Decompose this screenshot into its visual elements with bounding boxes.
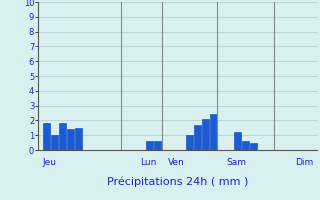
Bar	[210, 114, 217, 150]
Text: Lun: Lun	[140, 158, 156, 167]
Bar	[234, 132, 241, 150]
Text: Sam: Sam	[226, 158, 246, 167]
Bar	[51, 135, 58, 150]
Bar	[43, 123, 50, 150]
Bar	[67, 129, 74, 150]
Bar	[59, 123, 66, 150]
Text: Ven: Ven	[168, 158, 185, 167]
Bar	[194, 125, 201, 150]
Text: Précipitations 24h ( mm ): Précipitations 24h ( mm )	[107, 177, 248, 187]
Bar	[146, 141, 153, 150]
Bar	[154, 141, 161, 150]
Bar	[242, 141, 249, 150]
Bar	[250, 143, 257, 150]
Text: Dim: Dim	[295, 158, 313, 167]
Bar	[202, 119, 209, 150]
Bar	[75, 128, 82, 150]
Bar	[186, 135, 193, 150]
Text: Jeu: Jeu	[43, 158, 57, 167]
